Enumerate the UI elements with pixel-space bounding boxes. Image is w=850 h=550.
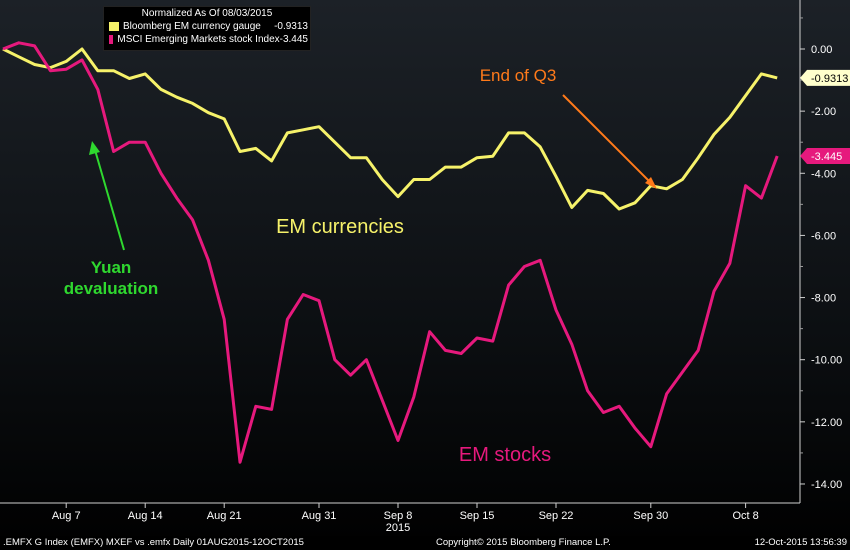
y-tick-label: 0.00 (811, 44, 832, 56)
currency-last-value-label: -0.9313 (811, 73, 848, 85)
q3-annotation-arrow (562, 94, 651, 183)
legend-swatch-stocks (109, 35, 114, 44)
x-tick-label: Aug 14 (128, 510, 163, 522)
y-tick-label: -10.00 (811, 355, 842, 367)
footer-bar: .EMFX G Index (EMFX) MXEF vs .emfx Daily… (0, 536, 850, 550)
x-tick-label: Aug 31 (302, 510, 337, 522)
x-tick-label: Sep 22 (539, 510, 574, 522)
footer-copyright: Copyright© 2015 Bloomberg Finance L.P. (436, 537, 611, 548)
yuan-annotation-line-1: Yuan (91, 258, 132, 277)
y-tick-label: -14.00 (811, 479, 842, 491)
legend-value-currency: -0.9313 (274, 21, 308, 32)
yuan-annotation-line-2: devaluation (64, 279, 158, 298)
legend-title: Normalized As Of 08/03/2015 (141, 8, 273, 19)
y-tick-label: -8.00 (811, 293, 836, 305)
stocks-last-value-label: -3.445 (811, 151, 842, 163)
x-year-label: 2015 (386, 522, 410, 534)
q3-annotation-arrowhead (645, 177, 657, 189)
currency-series-line (2, 47, 778, 211)
x-tick-label: Sep 30 (633, 510, 668, 522)
y-tick-label: -6.00 (811, 230, 836, 242)
stocks-inline-label: EM stocks (459, 444, 551, 466)
y-tick-label: -2.00 (811, 106, 836, 118)
legend-entry-currency: Bloomberg EM currency gauge -0.9313 (104, 20, 310, 33)
x-tick-label: Aug 21 (207, 510, 242, 522)
yuan-annotation-arrow (94, 149, 125, 251)
yuan-annotation-arrowhead (89, 141, 100, 155)
x-tick-label: Oct 8 (732, 510, 758, 522)
y-tick-label: -4.00 (811, 168, 836, 180)
footer-ticker-info: .EMFX G Index (EMFX) MXEF vs .emfx Daily… (3, 537, 304, 548)
x-tick-label: Sep 15 (460, 510, 495, 522)
q3-annotation-label: End of Q3 (480, 66, 557, 85)
stocks-series-line (2, 41, 779, 464)
legend-swatch-currency (109, 22, 119, 31)
line-chart: 0.00 -2.00 -4.00 -6.00 -8.00 -10.00 -12.00 -14.… (0, 0, 850, 534)
footer-timestamp: 12-Oct-2015 13:56:39 (754, 537, 847, 548)
stocks-last-value-tag (800, 148, 850, 165)
currency-last-value-tag (800, 69, 850, 86)
legend-entry-stocks: MSCI Emerging Markets stock Index -3.445 (104, 33, 310, 46)
chart-legend: Normalized As Of 08/03/2015 Bloomberg EM… (103, 6, 311, 51)
legend-value-stocks: -3.445 (279, 34, 308, 45)
x-tick-label: Sep 8 (384, 510, 413, 522)
legend-name-currency: Bloomberg EM currency gauge (123, 21, 261, 32)
x-tick-label: Aug 7 (52, 510, 81, 522)
currency-inline-label: EM currencies (276, 216, 404, 238)
y-tick-label: -12.00 (811, 417, 842, 429)
legend-name-stocks: MSCI Emerging Markets stock Index (117, 34, 280, 45)
